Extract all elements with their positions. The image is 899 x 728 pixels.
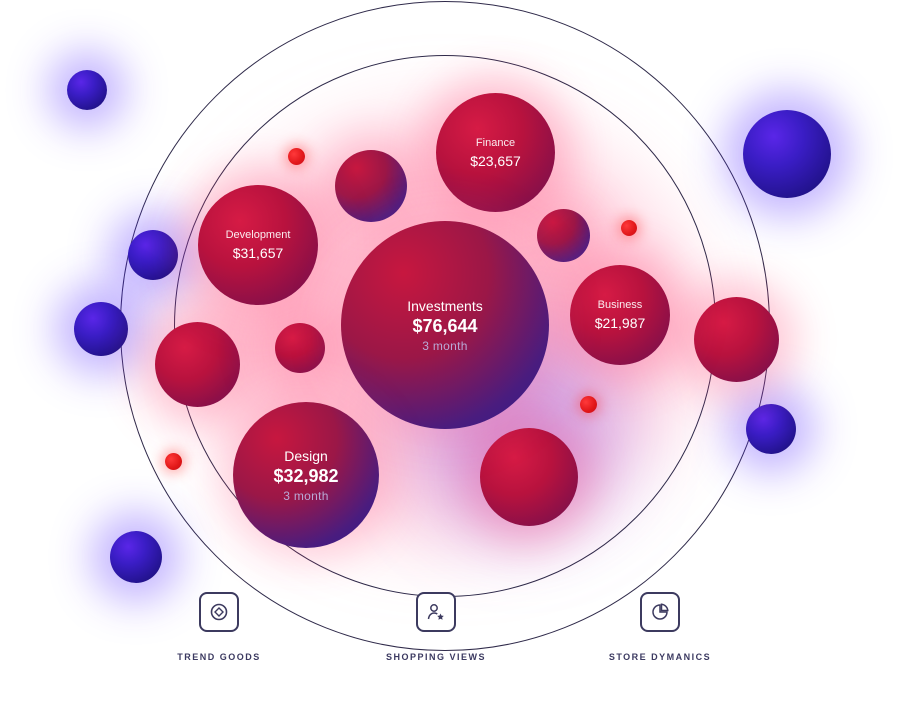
bubble-unlabeled [694,297,779,382]
nav-label: STORE DYMANICS [608,652,712,662]
nav-label: TREND GOODS [177,652,261,662]
red-dot [288,148,305,165]
blue-sphere [74,302,128,356]
finance-value: $23,657 [470,152,521,169]
investments-period: 3 month [422,338,468,353]
bubble-business[interactable]: Business $21,987 [570,265,670,365]
diamond-target-icon[interactable] [199,592,239,632]
design-label: Design [284,447,328,464]
design-value: $32,982 [273,465,339,486]
nav-store-dynamics[interactable]: STORE DYMANICS [580,592,740,662]
blue-sphere [743,110,831,198]
user-star-icon[interactable] [416,592,456,632]
investments-label: Investments [407,297,483,314]
bubble-unlabeled [275,323,325,373]
blue-sphere [110,531,162,583]
bubble-development[interactable]: Development $31,657 [198,185,318,305]
nav-trend-goods[interactable]: TREND GOODS [139,592,299,662]
bubble-design[interactable]: Design $32,982 3 month [233,402,379,548]
blue-sphere [128,230,178,280]
bubble-finance[interactable]: Finance $23,657 [436,93,555,212]
bubble-unlabeled [335,150,407,222]
bubble-unlabeled [480,428,578,526]
red-dot [165,453,182,470]
bubble-unlabeled [537,209,590,262]
business-value: $21,987 [594,315,646,331]
red-dot [580,396,597,413]
nav-label: SHOPPING VIEWS [385,652,486,662]
business-label: Business [597,299,643,311]
pie-chart-icon[interactable] [640,592,680,632]
bubble-unlabeled [155,322,240,407]
finance-label: Finance [475,136,516,149]
development-label: Development [225,229,291,241]
nav-shopping-views[interactable]: SHOPPING VIEWS [356,592,516,662]
design-period: 3 month [283,488,329,503]
investments-value: $76,644 [412,315,478,336]
blue-sphere [746,404,796,454]
development-value: $31,657 [232,245,284,261]
blue-sphere [67,70,107,110]
bubble-investments[interactable]: Investments $76,644 3 month [341,221,549,429]
red-dot [621,220,637,236]
